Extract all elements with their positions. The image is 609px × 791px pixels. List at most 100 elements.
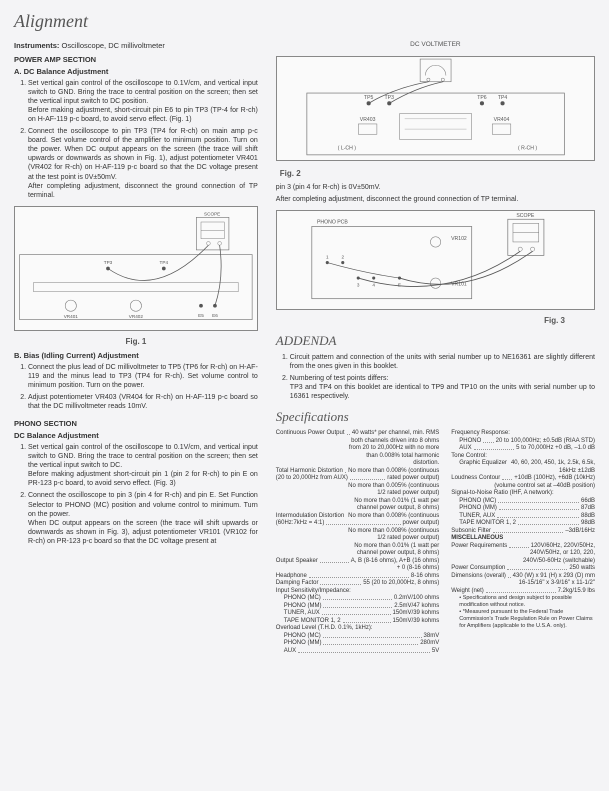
spec-row: PHONO20 to 100,000Hz; ±0.5dB (RIAA STD) bbox=[451, 438, 595, 446]
bias-step-1: Connect the plus lead of DC millivoltmet… bbox=[28, 363, 258, 390]
spec-value: 5V bbox=[432, 648, 439, 656]
spec-label: Intermodulation Distortion bbox=[276, 513, 344, 521]
spec-value: 150mV/39 kohms bbox=[393, 610, 440, 618]
spec-row: Subsonic Filter–3dB/16Hz bbox=[451, 528, 595, 536]
svg-text:E: E bbox=[398, 283, 401, 288]
spec-row: TAPE MONITOR 1, 298dB bbox=[451, 520, 595, 528]
instruments-value: Oscilloscope, DC millivoltmeter bbox=[62, 41, 165, 50]
spec-row: Damping Factor 55 (20 to 20,000Hz, 8 ohms… bbox=[276, 580, 439, 588]
spec-value: rated power output) bbox=[387, 475, 439, 483]
svg-text:( L-CH ): ( L-CH ) bbox=[338, 146, 357, 152]
spec-value: 5 to 70,000Hz +0 dB, –1.0 dB bbox=[516, 445, 595, 453]
spec-label: TAPE MONITOR 1, 2 bbox=[284, 618, 341, 626]
svg-text:VR403: VR403 bbox=[360, 117, 376, 123]
spec-label: Frequency Response: bbox=[451, 430, 510, 438]
spec-label: PHONO (MC) bbox=[459, 498, 496, 506]
spec-continuation: 1/2 rated power output) bbox=[276, 490, 439, 498]
spec-continuation: + 0 (8-16 ohms) bbox=[276, 565, 439, 573]
svg-text:E5: E5 bbox=[198, 313, 204, 318]
spec-value: 20 to 100,000Hz; ±0.5dB (RIAA STD) bbox=[496, 438, 595, 446]
spec-dots bbox=[309, 573, 409, 578]
spec-row: PHONO (MC) 0.2mV/100 ohms bbox=[276, 595, 439, 603]
spec-label: Weight (net) bbox=[451, 588, 484, 596]
spec-continuation: both channels driven into 8 ohms bbox=[276, 438, 439, 446]
addenda2-text: Numbering of test points differs: bbox=[290, 375, 389, 382]
spec-row: TAPE MONITOR 1, 2150mV/39 kohms bbox=[276, 618, 439, 626]
spec-row: Power Consumption250 watts bbox=[451, 565, 595, 573]
spec-label: Continuous Power Output bbox=[276, 430, 345, 438]
fig3-svg: PHONO PCB SCOPE VR102 VR101 1 2 3 4 E bbox=[277, 211, 594, 309]
spec-value: 40, 60, 200, 450, 1k, 2.5k, 6.5k, bbox=[511, 460, 595, 468]
spec-continuation: 16kHz ±12dB bbox=[451, 468, 595, 476]
spec-dots bbox=[508, 573, 511, 578]
spec-continuation: No more than 0.01% (1 watt per bbox=[276, 498, 439, 506]
svg-text:VR404: VR404 bbox=[493, 117, 509, 123]
left-column: Instruments: Oscilloscope, DC millivoltm… bbox=[14, 41, 258, 655]
addenda-title: ADDENDA bbox=[276, 333, 595, 350]
pa-step-2: Connect the oscilloscope to pin TP3 (TP4… bbox=[28, 127, 258, 200]
spec-label: Tone Control: bbox=[451, 453, 487, 461]
addenda-list: Circuit pattern and connection of the un… bbox=[276, 353, 595, 401]
spec-row: Weight (net)7.2kg/15.9 lbs bbox=[451, 588, 595, 596]
spec-dots bbox=[497, 513, 579, 518]
spec-row: PHONO (MM)87dB bbox=[451, 505, 595, 513]
spec-row: Frequency Response: bbox=[451, 430, 595, 438]
svg-text:VR102: VR102 bbox=[451, 236, 467, 242]
instruments-label: Instruments: bbox=[14, 41, 59, 50]
spec-row: Intermodulation DistortionNo more than 0… bbox=[276, 513, 439, 521]
pa-step2-text: Connect the oscilloscope to pin TP3 (TP4… bbox=[28, 128, 258, 180]
spec-continuation: 240V/50Hz, or 120, 220, bbox=[451, 550, 595, 558]
spec-value: A, B (8-16 ohms), A+B (16 ohms) bbox=[351, 558, 440, 566]
spec-dots bbox=[498, 498, 579, 503]
spec-continuation: No more than 0.005% (continuous bbox=[276, 483, 439, 491]
spec-row: PHONO (MM)280mV bbox=[276, 640, 439, 648]
spec-label: Power Requirements bbox=[451, 543, 507, 551]
spec-dots bbox=[298, 648, 430, 653]
spec-label: Damping Factor bbox=[276, 580, 319, 588]
ph-step-2: Connect the oscilloscope to pin 3 (pin 4… bbox=[28, 491, 258, 546]
dc-balance-heading: A. DC Balance Adjustment bbox=[14, 67, 258, 77]
addenda2b-text: TP3 and TP4 on this booklet are identica… bbox=[290, 383, 595, 401]
dc-voltmeter-label: DC VOLTMETER bbox=[276, 41, 595, 49]
instruments-line: Instruments: Oscilloscope, DC millivoltm… bbox=[14, 41, 258, 51]
spec-dots bbox=[499, 505, 579, 510]
fig2-caption: Fig. 2 bbox=[280, 169, 301, 179]
spec-row: Headphone8-16 ohms bbox=[276, 573, 439, 581]
spec-continuation: distortion. bbox=[276, 460, 439, 468]
spec-row: Loudness Contour +10dB (100Hz), +6dB (10k… bbox=[451, 475, 595, 483]
bias-step-2: Adjust potentiometer VR403 (VR404 for R-… bbox=[28, 393, 258, 411]
svg-text:E6: E6 bbox=[212, 313, 218, 318]
spec-dots bbox=[323, 640, 418, 645]
phono-dc-heading: DC Balance Adjustment bbox=[14, 431, 258, 441]
spec-dots bbox=[486, 588, 556, 593]
spec-row: Signal-to-Noise Ratio (IHF, A network): bbox=[451, 490, 595, 498]
spec-label: (20 to 20,000Hz from AUX) bbox=[276, 475, 348, 483]
spec-value: 38mV bbox=[424, 633, 440, 641]
ph-step-1: Set vertical gain control of the oscillo… bbox=[28, 443, 258, 488]
svg-text:VR401: VR401 bbox=[64, 314, 79, 319]
spec-label: PHONO (MC) bbox=[284, 595, 321, 603]
spec-dots bbox=[509, 543, 528, 548]
spec-value: 250 watts bbox=[569, 565, 595, 573]
spec-row: Overload Level (T.H.D. 0.1%, 1kHz): bbox=[276, 625, 439, 633]
spec-label: Output Speaker bbox=[276, 558, 318, 566]
spec-value: 55 (20 to 20,000Hz, 8 ohms) bbox=[363, 580, 439, 588]
spec-dots bbox=[483, 438, 493, 443]
spec-value: 88dB bbox=[581, 513, 595, 521]
spec-dots bbox=[326, 520, 400, 525]
spec-value: +10dB (100Hz), +6dB (10kHz) bbox=[514, 475, 595, 483]
svg-text:TP4: TP4 bbox=[498, 95, 508, 101]
spec-dots bbox=[320, 580, 361, 585]
spec-value: 0.2mV/100 ohms bbox=[394, 595, 439, 603]
spec-row: (20 to 20,000Hz from AUX) rated power out… bbox=[276, 475, 439, 483]
spec-dots bbox=[323, 595, 392, 600]
spec-note: • Specifications and design subject to p… bbox=[451, 595, 595, 609]
figure-1: SCOPE VR401 VR402 TP3 TP4 E5 E6 bbox=[14, 206, 258, 331]
fig1-caption: Fig. 1 bbox=[14, 337, 258, 347]
spec-continuation: channel power output, 8 ohms) bbox=[276, 505, 439, 513]
right-column: DC VOLTMETER TP5 TP3 TP6 TP4 VR403 bbox=[276, 41, 595, 655]
spec-value: 430 (W) x 91 (H) x 293 (D) mm bbox=[513, 573, 595, 581]
spec-row: Power Requirements120V/60Hz, 220V/50Hz, bbox=[451, 543, 595, 551]
spec-dots bbox=[322, 610, 391, 615]
spec-label: Loudness Contour bbox=[451, 475, 500, 483]
